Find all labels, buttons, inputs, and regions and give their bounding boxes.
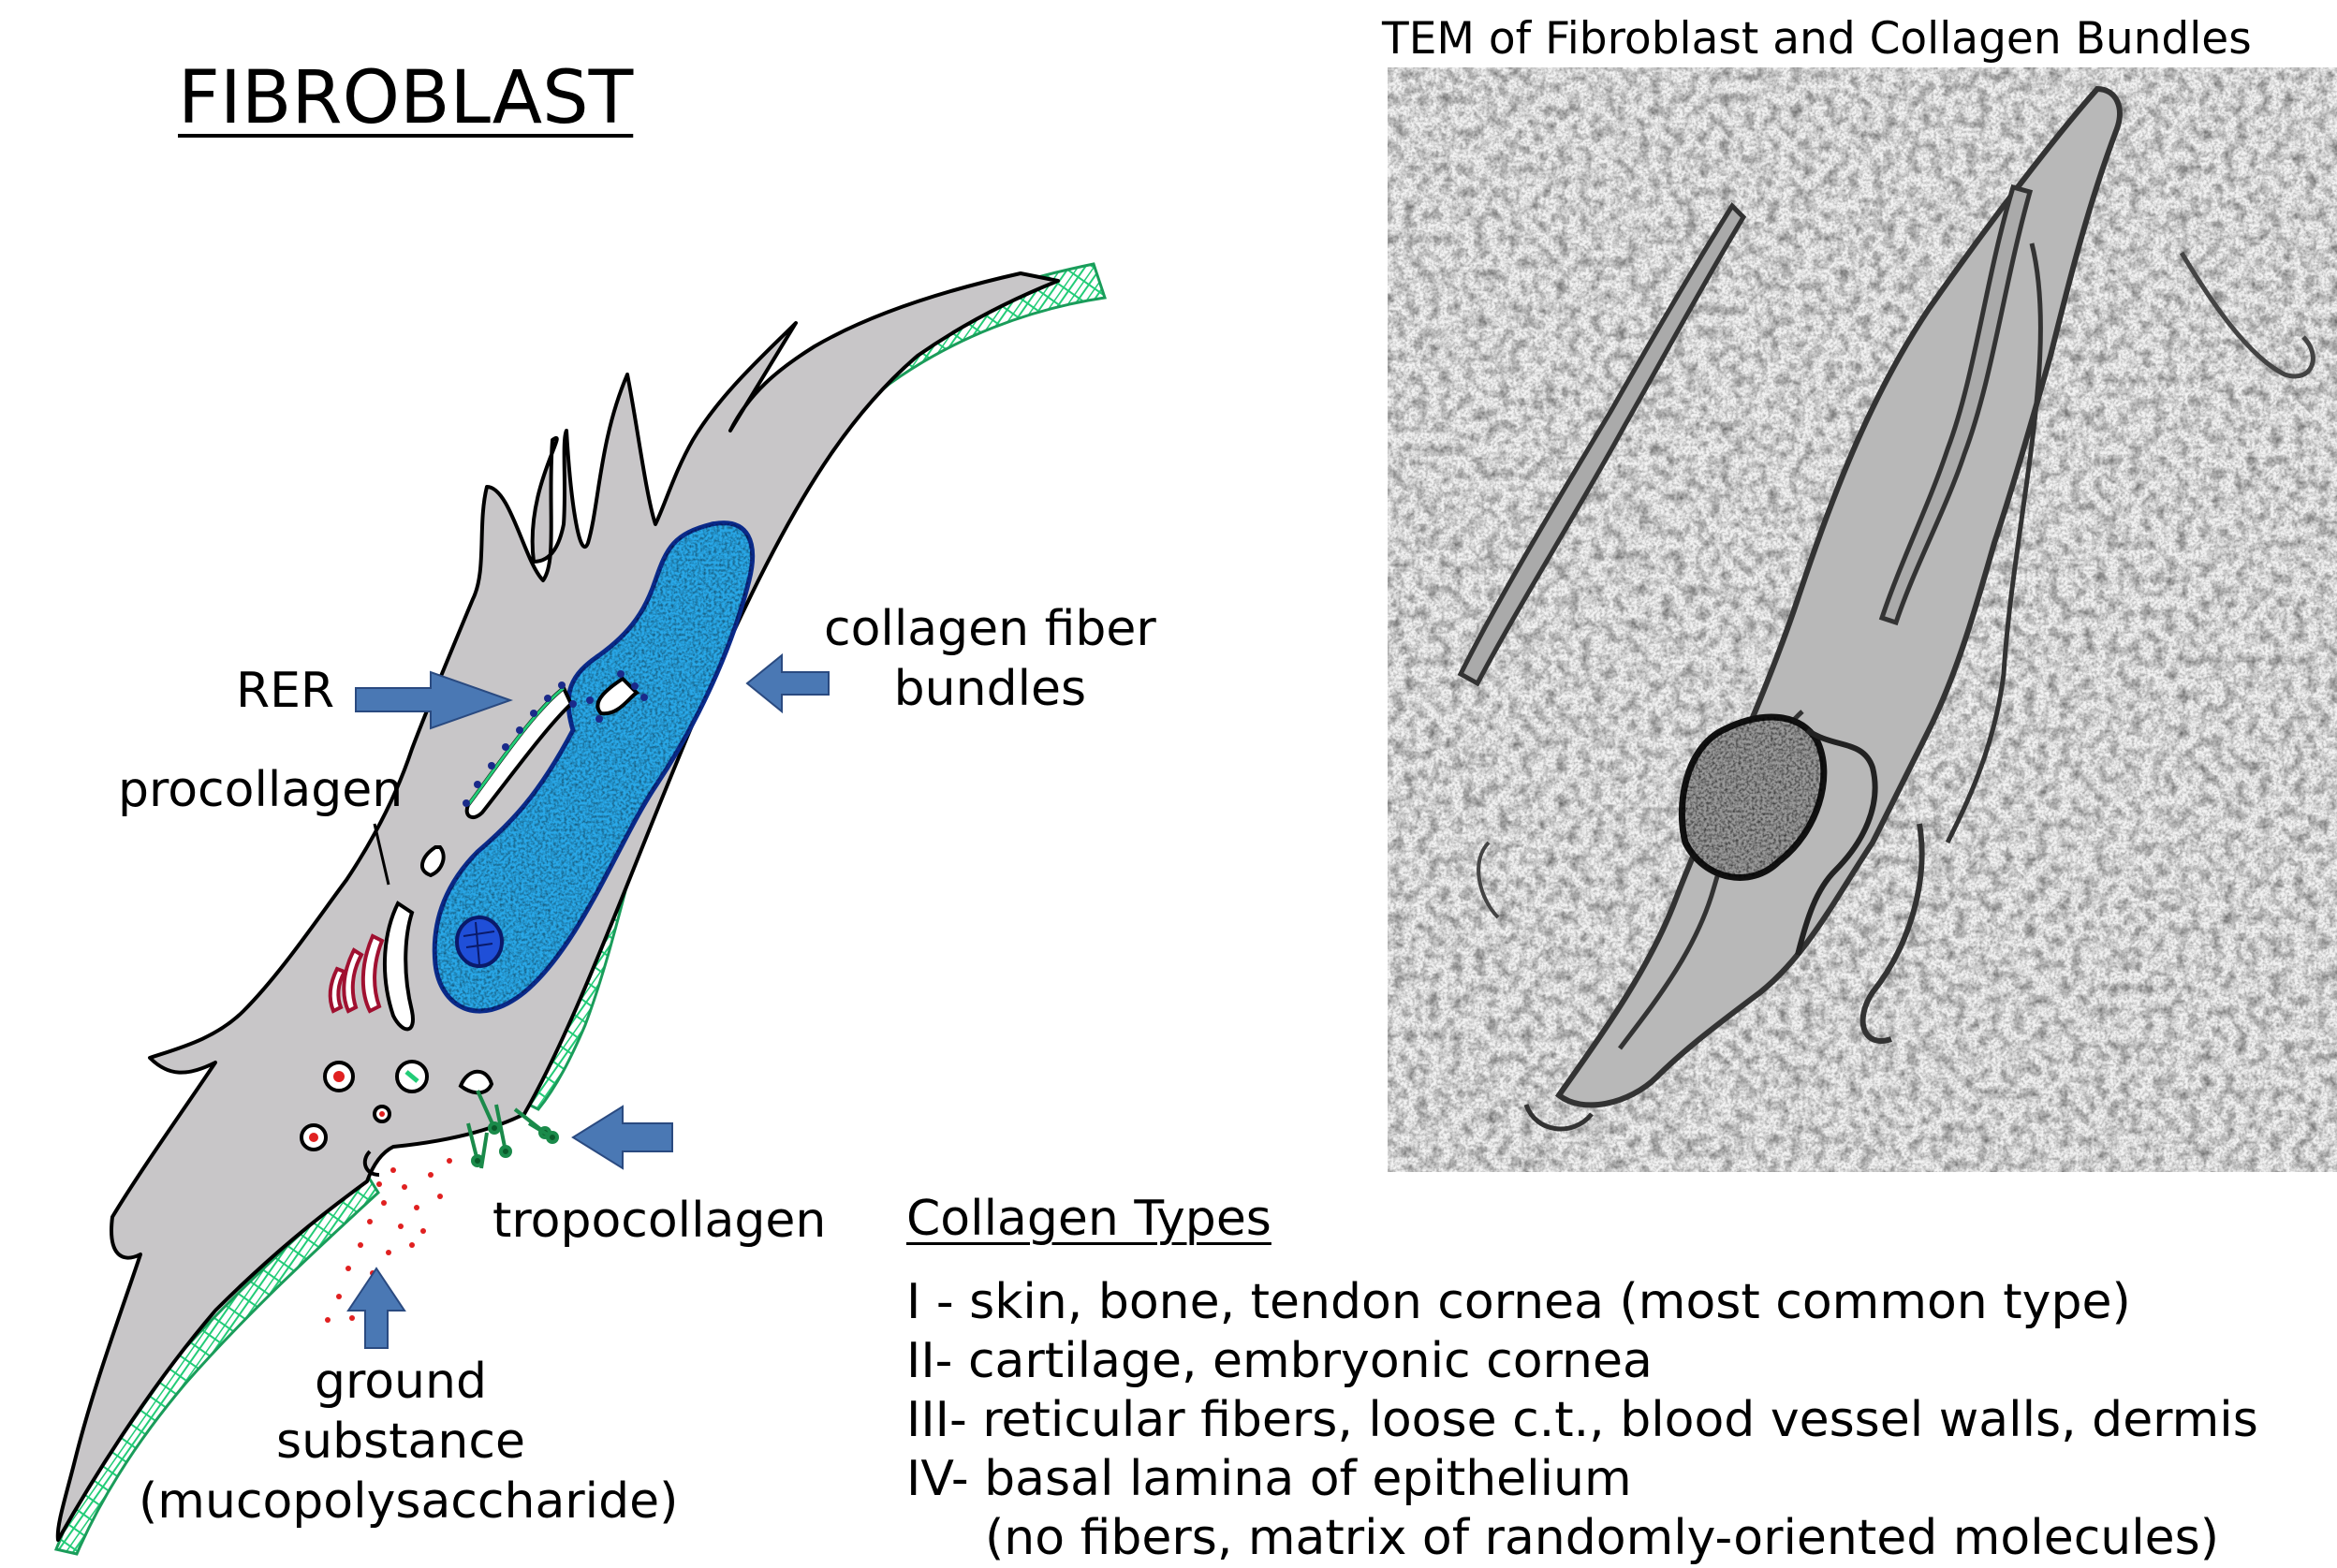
collagen-types-heading: Collagen Types [906, 1191, 1271, 1247]
procollagen-leader [373, 823, 390, 886]
ground-substance-dots [325, 1158, 452, 1323]
arrow-collagen-bundles [745, 652, 830, 714]
collagen-type-item: I - skin, bone, tendon cornea (most comm… [906, 1274, 2131, 1330]
secretory-vesicles [300, 1060, 494, 1177]
rer-cisternae [328, 676, 640, 1032]
label-collagen-fiber-bundles-line2: bundles [893, 661, 1087, 717]
tropocollagen-strands [466, 1090, 559, 1169]
label-collagen-fiber-bundles-line1: collagen fiber [824, 601, 1156, 657]
label-rer: RER [236, 663, 335, 719]
collagen-type-item: II- cartilage, embryonic cornea [906, 1333, 1653, 1389]
label-ground-substance-line3: (mucopolysaccharide) [139, 1473, 679, 1530]
arrow-ground-substance [346, 1267, 406, 1349]
collagen-types-list: I - skin, bone, tendon cornea (most comm… [906, 1273, 2258, 1568]
arrow-rer [355, 670, 514, 730]
tem-micrograph [1388, 67, 2337, 1172]
label-procollagen: procollagen [118, 762, 404, 818]
collagen-type-item: IV- basal lamina of epithelium [906, 1451, 1632, 1507]
arrow-tropocollagen [571, 1105, 673, 1170]
collagen-type-item-note: (no fibers, matrix of randomly-oriented … [985, 1510, 2220, 1566]
label-tropocollagen: tropocollagen [492, 1193, 827, 1249]
label-ground-substance-line2: substance [276, 1414, 525, 1470]
label-ground-substance-line1: ground [315, 1354, 487, 1410]
label-collagen-fiber-bundles: collagen fiber bundles [824, 599, 1156, 719]
rer-ribosomes [463, 670, 648, 807]
tem-title: TEM of Fibroblast and Collagen Bundles [1382, 13, 2252, 65]
collagen-fiber-bundle-lower [53, 1172, 380, 1556]
nucleolus [455, 916, 504, 968]
collagen-type-item: III- reticular fibers, loose c.t., blood… [906, 1392, 2258, 1448]
nucleus [432, 520, 756, 1014]
label-ground-substance: ground substance (mucopolysaccharide) [139, 1352, 679, 1531]
page-title: FIBROBLAST [178, 56, 634, 140]
